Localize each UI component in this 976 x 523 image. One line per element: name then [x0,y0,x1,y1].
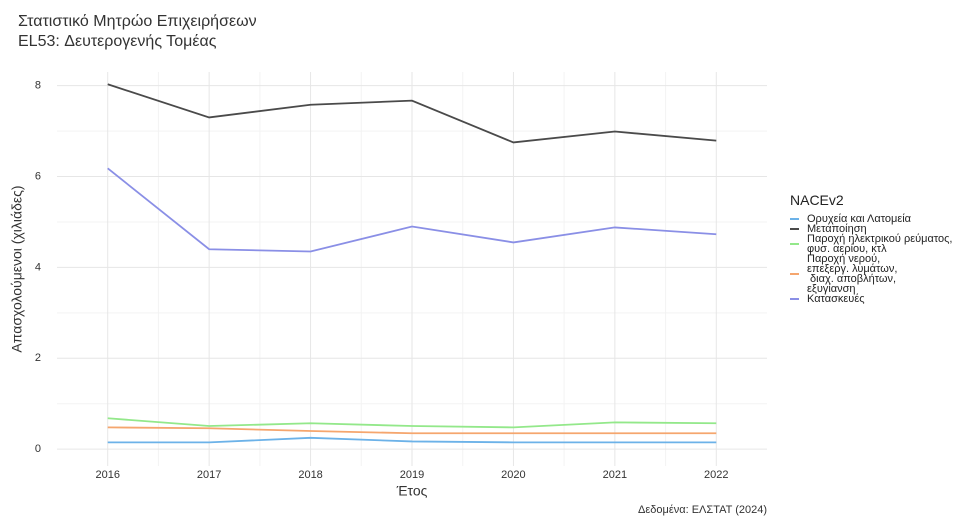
legend-entry: Μεταποίηση [790,223,953,235]
legend-title: NACEv2 [790,192,844,208]
y-axis-label: Απασχολούμενοι (χιλιάδες) [9,185,25,352]
y-tick-label: 6 [35,170,41,182]
series-line [107,417,717,429]
x-tick-label: 2022 [704,469,728,481]
x-tick-label: 2016 [95,469,119,481]
series-line [107,83,717,144]
series-line [107,436,717,444]
x-tick-label: 2017 [197,469,221,481]
x-tick-label: 2018 [298,469,322,481]
chart-subtitle: EL53: Δευτερογενής Τομέας [18,33,217,50]
legend-label: Μεταποίηση [807,223,867,235]
legend-key [790,273,799,275]
x-tick-label: 2019 [400,469,424,481]
legend-entry: Κατασκευές [790,293,953,305]
x-tick-label: 2020 [501,469,525,481]
legend-label: Κατασκευές [807,293,865,305]
x-tick-label: 2021 [603,469,627,481]
legend-entry: Παροχή ηλεκτρικού ρεύματος, φυσ. αερίου,… [790,233,953,255]
y-tick-label: 0 [35,443,41,455]
legend: NACEv2 Ορυχεία και Λατομεία Μεταποίηση Παρ… [790,192,953,305]
legend-key [790,228,799,230]
caption: Δεδομένα: ΕΛΣΤΑΤ (2024) [638,504,767,516]
series-line [107,426,717,435]
legend-entry: Παροχή νερού, επεξεργ. λυμάτων, διαχ. απ… [790,253,953,295]
y-tick-label: 8 [35,80,41,92]
y-tick-label: 2 [35,352,41,364]
x-axis-label: Έτος [396,483,428,499]
legend-label: Ορυχεία και Λατομεία [807,213,912,225]
legend-entry: Ορυχεία και Λατομεία [790,213,953,225]
legend-key [790,218,799,220]
chart-title: Στατιστικό Μητρώο Επιχειρήσεων [18,13,257,30]
legend-label: Παροχή ηλεκτρικού ρεύματος, φυσ. αερίου,… [807,233,953,255]
legend-label: Παροχή νερού, επεξεργ. λυμάτων, διαχ. απ… [807,253,898,295]
legend-key [790,298,799,300]
y-tick-label: 4 [35,261,41,273]
series-line [107,167,717,253]
legend-key [790,243,799,245]
